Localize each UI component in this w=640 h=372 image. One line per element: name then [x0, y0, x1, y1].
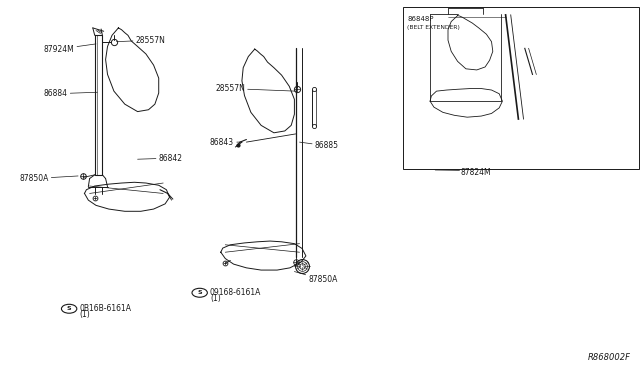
Text: (1): (1): [210, 294, 221, 303]
Text: 86885: 86885: [300, 141, 339, 150]
Text: 86843: 86843: [210, 138, 242, 147]
Text: 0B16B-6161A: 0B16B-6161A: [79, 304, 131, 313]
Text: (1): (1): [79, 310, 90, 319]
Text: 87924M: 87924M: [44, 44, 96, 54]
Text: S: S: [67, 306, 72, 311]
Text: R868002F: R868002F: [588, 353, 630, 362]
Text: 86842: 86842: [138, 154, 183, 163]
Text: 28557N: 28557N: [215, 84, 296, 93]
Text: 09168-6161A: 09168-6161A: [210, 288, 261, 297]
Text: 87850A: 87850A: [294, 272, 338, 284]
Bar: [403, 7, 639, 169]
Text: 86884: 86884: [44, 89, 97, 98]
Text: 28557N: 28557N: [116, 36, 166, 45]
Text: (BELT EXTENDER): (BELT EXTENDER): [407, 25, 460, 30]
Text: 87824M: 87824M: [461, 168, 492, 177]
Text: 86848P: 86848P: [407, 16, 433, 22]
Text: S: S: [197, 290, 202, 295]
Text: 87850A: 87850A: [19, 174, 78, 183]
